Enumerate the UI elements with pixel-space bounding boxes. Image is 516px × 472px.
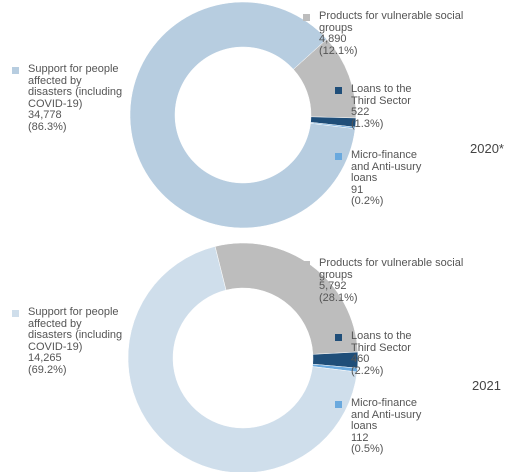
slice-percent: (0.5%) [351, 443, 384, 455]
slice-percent: (0.2%) [351, 195, 384, 207]
legend-swatch [12, 310, 19, 317]
slice-name: Products for vulnerable social groups [319, 10, 464, 34]
slice-name: Micro-finance and Anti-usury loans [351, 149, 422, 184]
slice-percent: (1.3%) [351, 117, 384, 130]
slice-name: Loans to the Third Sector [351, 330, 412, 354]
legend-swatch [335, 401, 342, 408]
legend-swatch [335, 334, 342, 341]
slice-name: Support for people affected by disasters… [28, 306, 123, 353]
slice-label: Support for people affected by disasters… [28, 63, 128, 133]
slice-label: Products for vulnerable social groups 4,8… [319, 10, 469, 57]
slice-name: Support for people affected by disasters… [28, 63, 123, 110]
slice-value: 5,792 [319, 280, 347, 292]
slice-name: Products for vulnerable social groups [319, 257, 464, 281]
slice-percent: (86.3%) [28, 120, 67, 133]
slice-label: Micro-finance and Anti-usury loans 112 (0.… [351, 397, 431, 456]
legend-swatch [303, 14, 310, 21]
donut-slice [129, 1, 356, 229]
slice-value: 460 [351, 353, 370, 365]
legend-swatch [303, 261, 310, 268]
slice-value: 34,778 [28, 109, 62, 121]
slice-label: Loans to the Third Sector 522 (1.3%) [351, 83, 431, 130]
donut-slice [214, 242, 359, 355]
legend-swatch [335, 153, 342, 160]
slice-name: Loans to the Third Sector [351, 83, 412, 107]
slice-name: Micro-finance and Anti-usury loans [351, 397, 422, 432]
legend-swatch [335, 87, 342, 94]
chart-title: 2020* [470, 141, 504, 156]
slice-value: 91 [351, 183, 364, 196]
chart-title: 2021 [472, 378, 501, 393]
slice-label: Support for people affected by disasters… [28, 306, 128, 376]
slice-percent: (69.2%) [28, 363, 67, 376]
slice-label: Micro-finance and Anti-usury loans 91 (0.2… [351, 149, 431, 208]
slice-value: 522 [351, 106, 370, 118]
slice-value: 14,265 [28, 352, 62, 364]
slice-value: 112 [351, 431, 369, 444]
slice-percent: (2.2%) [351, 364, 384, 377]
slice-label: Products for vulnerable social groups 5,7… [319, 257, 469, 304]
legend-swatch [12, 67, 19, 74]
slice-percent: (28.1%) [319, 291, 358, 304]
slice-percent: (12.1%) [319, 44, 358, 57]
slice-label: Loans to the Third Sector 460 (2.2%) [351, 330, 431, 377]
slice-value: 4,890 [319, 33, 347, 45]
